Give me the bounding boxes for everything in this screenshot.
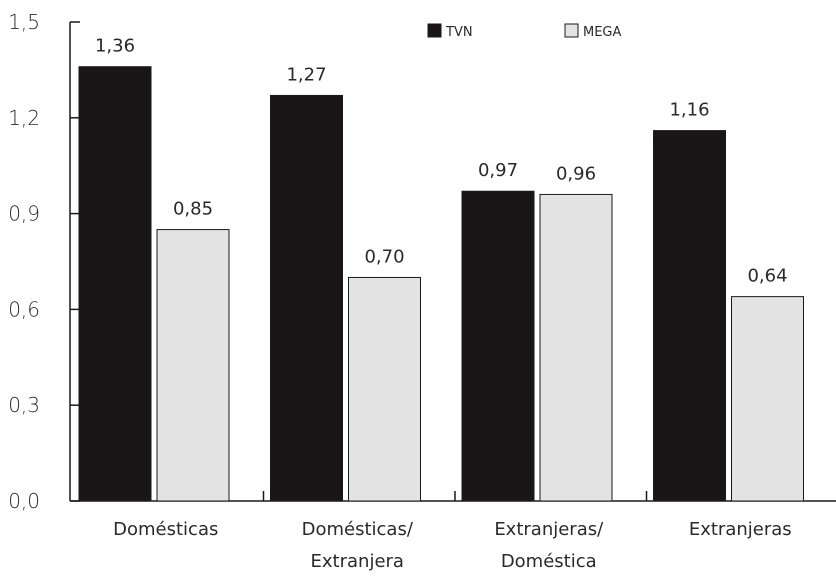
bar-tvn-1 [270, 94, 343, 502]
y-tick-label: 0,6 [8, 297, 40, 321]
category-label: Doméstica [501, 551, 597, 572]
bar-mega-1 [348, 276, 421, 502]
bar-mega-2 [539, 193, 613, 502]
category-label: Domésticas/ [302, 519, 414, 540]
y-tick-label: 1,2 [8, 106, 40, 130]
category-label: Extranjeras/ [494, 519, 604, 540]
category-label: Extranjeras [689, 519, 792, 540]
data-label: 0,97 [478, 160, 518, 181]
data-label: 0,64 [747, 266, 787, 287]
legend-label: MEGA [583, 25, 622, 40]
bar-tvn-2 [461, 190, 535, 502]
data-label: 0,85 [173, 199, 213, 220]
data-label: 0,96 [556, 163, 596, 184]
legend-swatch-mega [564, 23, 579, 38]
data-label: 1,16 [669, 100, 709, 121]
data-label: 1,36 [95, 36, 135, 57]
y-tick-label: 0,0 [8, 489, 40, 513]
y-tick-label: 0,3 [8, 393, 40, 417]
data-label: 1,27 [286, 64, 326, 85]
data-label: 0,70 [364, 246, 404, 267]
bar-mega-3 [731, 296, 804, 502]
bar-tvn-3 [653, 130, 726, 502]
legend-label: TVN [445, 25, 473, 40]
y-tick-label: 0,9 [8, 202, 40, 226]
category-label: Extranjera [311, 551, 404, 572]
category-label: Domésticas [113, 519, 218, 540]
bar-mega-0 [156, 229, 230, 502]
legend-swatch-tvn [427, 23, 442, 38]
bar-tvn-0 [78, 66, 152, 502]
y-tick-label: 1,5 [8, 10, 40, 34]
